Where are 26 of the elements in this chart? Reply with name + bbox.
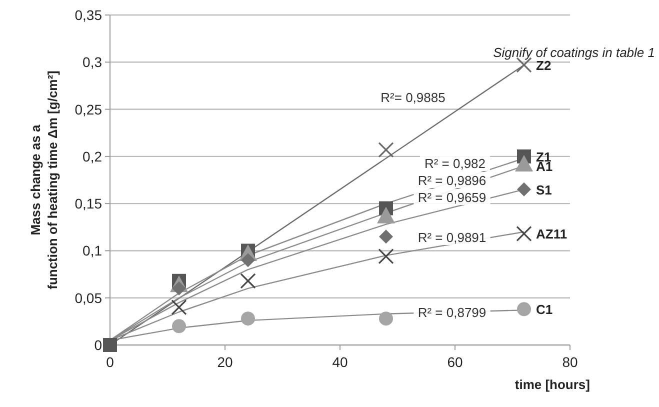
annotation: R²= 0,9885 [380, 90, 446, 105]
y-tick-label: 0,2 [82, 148, 102, 164]
series-label: C1 [536, 302, 553, 318]
annotation: R² = 0,9896 [418, 173, 486, 188]
annotation: R² = 0,9891 [418, 230, 486, 245]
series-label: S1 [536, 182, 552, 198]
annotation: R² = 0,9659 [418, 190, 486, 205]
x-tick-label: 0 [106, 354, 114, 370]
annotation: Signify of coatings in table 1 [493, 45, 655, 60]
annotation: R² = 0,982 [424, 156, 486, 171]
y-tick-label: 0,35 [74, 7, 102, 23]
x-axis-title: time [hours] [514, 377, 590, 392]
y-tick-label: 0,1 [82, 242, 102, 259]
y-tick-label: 0,3 [82, 54, 102, 70]
y-tick-label: 0,15 [74, 196, 102, 212]
x-tick-label: 80 [562, 354, 578, 370]
series-label: Z2 [536, 58, 552, 73]
y-tick-label: 0,05 [74, 290, 102, 306]
x-tick-label: 40 [332, 354, 348, 370]
series-label: AZ11 [536, 226, 568, 242]
x-tick-label: 20 [217, 354, 233, 370]
y-axis-title: Mass change as a function of heating time Δm [g/cm²] [28, 70, 60, 290]
annotation: R² = 0,8799 [418, 305, 486, 320]
y-tick-label: 0 [94, 337, 102, 353]
x-tick-label: 60 [447, 354, 463, 370]
y-tick-label: 0,25 [74, 101, 102, 118]
